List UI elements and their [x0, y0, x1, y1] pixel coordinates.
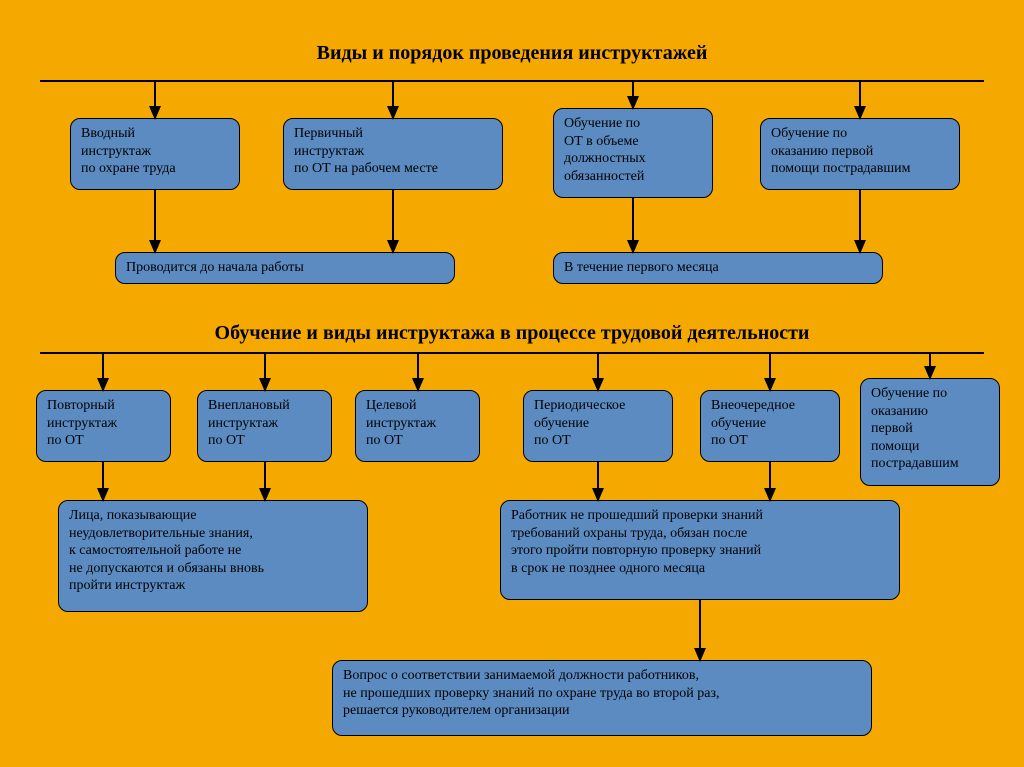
box-line: Внеплановый	[208, 397, 321, 415]
box-line: Вопрос о соответствии занимаемой должнос…	[343, 667, 861, 685]
section2-node: Повторныйинструктажпо ОТ	[36, 390, 171, 462]
box-line: по ОТ	[366, 432, 469, 450]
box-line: Периодическое	[534, 397, 662, 415]
box-line: к самостоятельной работе не	[69, 542, 357, 560]
box-line: не допускаются и обязаны вновь	[69, 560, 357, 578]
section2-final: Вопрос о соответствии занимаемой должнос…	[332, 660, 872, 736]
box-line: Первичный	[294, 125, 492, 143]
box-line: неудовлетворительные знания,	[69, 525, 357, 543]
box-line: оказанию первой	[771, 143, 949, 161]
section1-node: Обучение поОТ в объемедолжностныхобязанн…	[553, 108, 713, 198]
box-line: инструктаж	[208, 415, 321, 433]
box-line: этого пройти повторную проверку знаний	[511, 542, 889, 560]
section1-node: Вводныйинструктажпо охране труда	[70, 118, 240, 190]
box-line: по ОТ	[711, 432, 829, 450]
box-line: Работник не прошедший проверки знаний	[511, 507, 889, 525]
box-line: решается руководителем организации	[343, 702, 861, 720]
box-line: инструктаж	[294, 143, 492, 161]
section1-divider	[40, 80, 984, 82]
box-line: В течение первого месяца	[564, 259, 872, 277]
box-line: обучение	[711, 415, 829, 433]
box-line: обязанностей	[564, 168, 702, 186]
box-line: по ОТ	[534, 432, 662, 450]
box-line: Обучение по	[771, 125, 949, 143]
box-line: по охране труда	[81, 160, 229, 178]
section2-node: Обучение пооказаниюпервойпомощипострадав…	[860, 378, 1000, 486]
box-line: помощи пострадавшим	[771, 160, 949, 178]
box-line: ОТ в объеме	[564, 133, 702, 151]
box-line: помощи	[871, 438, 989, 456]
box-line: Обучение по	[871, 385, 989, 403]
box-line: пострадавшим	[871, 455, 989, 473]
box-line: Лица, показывающие	[69, 507, 357, 525]
box-line: Внеочередное	[711, 397, 829, 415]
box-line: по ОТ	[208, 432, 321, 450]
section2-node: Периодическоеобучениепо ОТ	[523, 390, 673, 462]
box-line: пройти инструктаж	[69, 577, 357, 595]
box-line: инструктаж	[47, 415, 160, 433]
section2-node: Целевойинструктажпо ОТ	[355, 390, 480, 462]
box-line: по ОТ	[47, 432, 160, 450]
box-line: в срок не позднее одного месяца	[511, 560, 889, 578]
section2-result: Работник не прошедший проверки знанийтре…	[500, 500, 900, 600]
box-line: по ОТ на рабочем месте	[294, 160, 492, 178]
box-line: должностных	[564, 150, 702, 168]
box-line: Проводится до начала работы	[126, 259, 444, 277]
section2-divider	[40, 352, 984, 354]
section1-result: Проводится до начала работы	[115, 252, 455, 284]
box-line: оказанию	[871, 403, 989, 421]
box-line: обучение	[534, 415, 662, 433]
section1-node: Первичныйинструктажпо ОТ на рабочем мест…	[283, 118, 503, 190]
box-line: инструктаж	[81, 143, 229, 161]
box-line: Повторный	[47, 397, 160, 415]
box-line: первой	[871, 420, 989, 438]
section2-node: Внеочередноеобучениепо ОТ	[700, 390, 840, 462]
box-line: Вводный	[81, 125, 229, 143]
section2-result: Лица, показывающиенеудовлетворительные з…	[58, 500, 368, 612]
section1-title: Виды и порядок проведения инструктажей	[0, 36, 1024, 69]
section1-result: В течение первого месяца	[553, 252, 883, 284]
section2-title: Обучение и виды инструктажа в процессе т…	[0, 316, 1024, 349]
box-line: требований охраны труда, обязан после	[511, 525, 889, 543]
box-line: не прошедших проверку знаний по охране т…	[343, 685, 861, 703]
section2-node: Внеплановыйинструктажпо ОТ	[197, 390, 332, 462]
section1-node: Обучение пооказанию первойпомощи пострад…	[760, 118, 960, 190]
box-line: Целевой	[366, 397, 469, 415]
box-line: Обучение по	[564, 115, 702, 133]
box-line: инструктаж	[366, 415, 469, 433]
